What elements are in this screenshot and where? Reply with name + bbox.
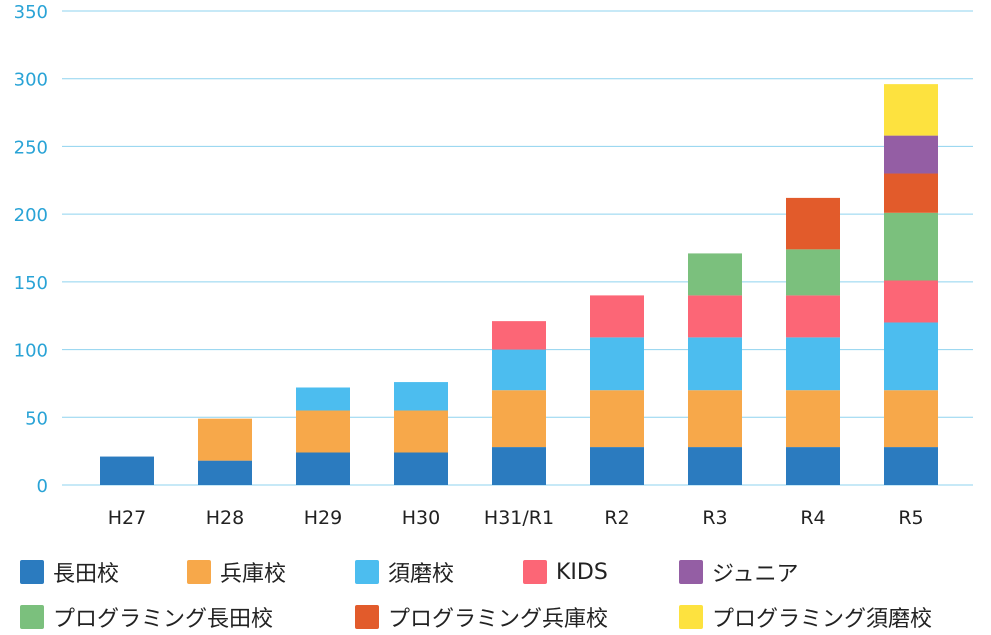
y-tick-label: 350 — [14, 2, 48, 23]
bar-segment — [786, 295, 840, 338]
legend-item-programming-suma: プログラミング須磨校 — [679, 600, 932, 634]
legend-label: 須磨校 — [388, 562, 455, 587]
legend-swatch — [679, 605, 703, 629]
bar-segment — [590, 390, 644, 448]
legend-label: プログラミング須磨校 — [712, 607, 933, 632]
legend-label: KIDS — [556, 559, 608, 585]
bar-series — [100, 84, 938, 485]
bar-segment — [198, 460, 252, 485]
bar-segment — [688, 337, 742, 391]
bar-segment — [786, 390, 840, 448]
bar-segment — [590, 337, 644, 391]
legend-label: 兵庫校 — [220, 562, 287, 587]
y-axis-ticks: 0 50 100 150 200 250 300 350 — [14, 2, 48, 497]
legend-label: プログラミング長田校 — [53, 607, 274, 632]
bar-segment — [100, 456, 154, 485]
legend-swatch — [355, 605, 379, 629]
stacked-bar-chart: 0 50 100 150 200 250 300 350 H27 H28 H29 H30 H31/R1… — [14, 2, 973, 529]
bar-segment — [786, 249, 840, 296]
bar-segment — [884, 322, 938, 391]
legend-label: 長田校 — [53, 562, 120, 587]
y-tick-label: 0 — [37, 476, 48, 497]
bar-segment — [296, 387, 350, 411]
legend-item-junior: ジュニア — [679, 555, 798, 589]
y-tick-label: 250 — [14, 137, 48, 158]
bar-segment — [296, 410, 350, 453]
bar-segment — [884, 135, 938, 174]
legend-item-kids: KIDS — [523, 555, 608, 589]
bar-segment — [884, 212, 938, 281]
legend-item-suma: 須磨校 — [355, 555, 454, 589]
x-tick-label: R3 — [702, 507, 727, 529]
legend-swatch — [355, 560, 379, 584]
bar-segment — [394, 382, 448, 411]
x-tick-label: H31/R1 — [484, 507, 554, 529]
bar-segment — [198, 418, 252, 461]
x-tick-label: R4 — [800, 507, 825, 529]
legend-swatch — [523, 560, 547, 584]
bar-segment — [786, 197, 840, 250]
bar-segment — [492, 349, 546, 391]
legend-swatch — [20, 560, 44, 584]
bar-segment — [590, 447, 644, 485]
legend-label: プログラミング兵庫校 — [388, 607, 609, 632]
bar-segment — [884, 84, 938, 136]
bar-segment — [688, 295, 742, 338]
y-tick-label: 200 — [14, 205, 48, 226]
bar-segment — [786, 337, 840, 391]
legend-label: ジュニア — [712, 562, 799, 587]
bar-segment — [688, 390, 742, 448]
y-tick-label: 150 — [14, 273, 48, 294]
legend-swatch — [679, 560, 703, 584]
bar-segment — [394, 452, 448, 485]
legend-item-programming-hyogo: プログラミング兵庫校 — [355, 600, 608, 634]
bar-segment — [688, 253, 742, 296]
bar-segment — [492, 321, 546, 350]
x-tick-label: H27 — [108, 507, 146, 529]
legend-item-hyogo: 兵庫校 — [187, 555, 286, 589]
legend-item-nagata: 長田校 — [20, 555, 119, 589]
bar-segment — [884, 390, 938, 448]
legend-swatch — [187, 560, 211, 584]
y-tick-label: 100 — [14, 341, 48, 362]
bar-segment — [884, 447, 938, 485]
bar-segment — [394, 410, 448, 453]
x-tick-label: H30 — [402, 507, 440, 529]
bar-segment — [884, 280, 938, 323]
y-tick-label: 50 — [25, 408, 48, 429]
x-tick-label: R5 — [898, 507, 923, 529]
bar-segment — [590, 295, 644, 338]
bar-segment — [786, 447, 840, 485]
x-tick-label: R2 — [604, 507, 629, 529]
x-axis-ticks: H27 H28 H29 H30 H31/R1 R2 R3 R4 R5 — [108, 507, 924, 529]
legend-swatch — [20, 605, 44, 629]
y-tick-label: 300 — [14, 70, 48, 91]
legend-item-programming-nagata: プログラミング長田校 — [20, 600, 273, 634]
x-tick-label: H28 — [206, 507, 244, 529]
bar-segment — [296, 452, 350, 485]
bar-segment — [492, 447, 546, 485]
x-tick-label: H29 — [304, 507, 342, 529]
bar-segment — [688, 447, 742, 485]
bar-segment — [884, 173, 938, 213]
bar-segment — [492, 390, 546, 448]
